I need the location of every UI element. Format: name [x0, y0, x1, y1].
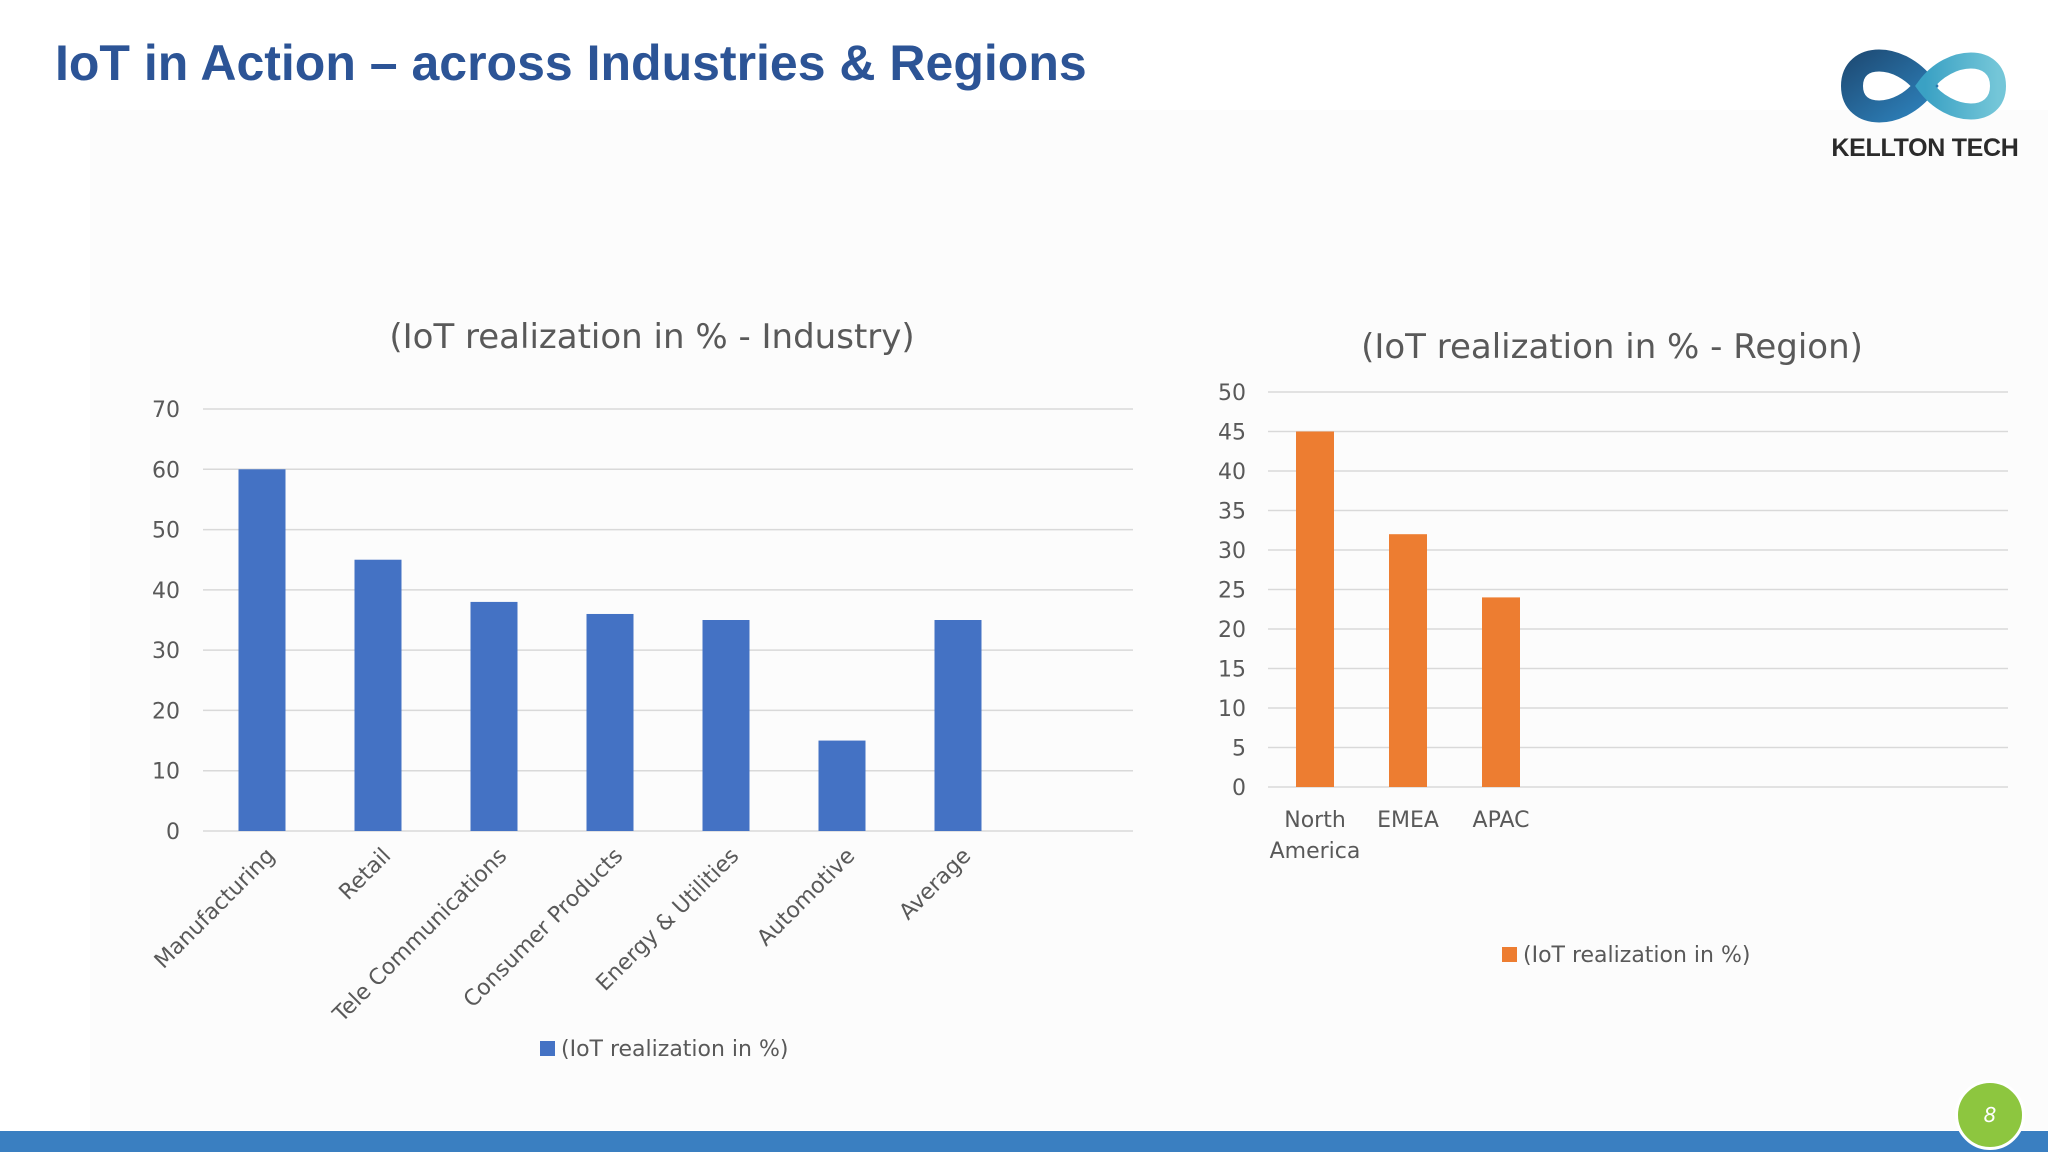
company-logo: KELLTON TECH [1830, 38, 2020, 168]
logo-text: KELLTON TECH [1831, 134, 2019, 162]
region-y-tick-label: 5 [1232, 737, 1246, 762]
region-y-tick-label: 50 [1218, 381, 1246, 406]
region-y-tick-label: 40 [1218, 460, 1246, 485]
region-y-tick-label: 20 [1218, 618, 1246, 643]
industry-bar [238, 469, 286, 831]
industry-y-tick-label: 20 [152, 699, 180, 724]
region-category-label: America [1270, 839, 1361, 864]
industry-bar [702, 620, 750, 831]
industry-bar [818, 740, 866, 831]
region-bar [1296, 431, 1334, 787]
chart-panel [90, 110, 2048, 1130]
bottom-bar [0, 1131, 2048, 1152]
region-y-tick-label: 30 [1218, 539, 1246, 564]
region-y-tick-label: 45 [1218, 421, 1246, 446]
industry-y-tick-label: 0 [166, 820, 180, 845]
page-number-badge: 8 [1955, 1080, 2025, 1150]
industry-legend-swatch [540, 1041, 555, 1056]
region-y-tick-label: 25 [1218, 579, 1246, 604]
industry-bar [586, 613, 634, 831]
industry-bar [470, 601, 518, 831]
industry-y-tick-label: 30 [152, 639, 180, 664]
industry-bar [934, 620, 982, 831]
industry-category-label: Manufacturing [150, 844, 280, 974]
industry-y-tick-label: 50 [152, 519, 180, 544]
region-legend-swatch [1502, 947, 1517, 962]
industry-category-label: Retail [335, 844, 397, 906]
industry-category-label: Average [895, 844, 977, 926]
industry-y-tick-label: 10 [152, 760, 180, 785]
industry-category-label: Automotive [753, 844, 861, 952]
region-category-label: EMEA [1377, 808, 1439, 833]
region-legend-label: (IoT realization in %) [1523, 943, 1750, 968]
region-y-tick-label: 15 [1218, 658, 1246, 683]
industry-bar [354, 559, 402, 831]
region-y-tick-label: 35 [1218, 500, 1246, 525]
region-y-tick-label: 0 [1232, 776, 1246, 801]
region-bar [1389, 534, 1427, 787]
region-bar [1482, 597, 1520, 787]
region-chart-title: (IoT realization in % - Region) [1361, 327, 1863, 367]
region-category-label: North [1284, 808, 1346, 833]
industry-y-tick-label: 60 [152, 458, 180, 483]
industry-y-tick-label: 70 [152, 398, 180, 423]
region-y-tick-label: 10 [1218, 697, 1246, 722]
industry-y-tick-label: 40 [152, 579, 180, 604]
infinity-logo-icon [1840, 49, 2007, 123]
region-category-label: APAC [1473, 808, 1530, 833]
industry-chart-title: (IoT realization in % - Industry) [389, 317, 914, 357]
slide-title: IoT in Action – across Industries & Regi… [55, 35, 1087, 91]
industry-legend-label: (IoT realization in %) [561, 1037, 788, 1062]
